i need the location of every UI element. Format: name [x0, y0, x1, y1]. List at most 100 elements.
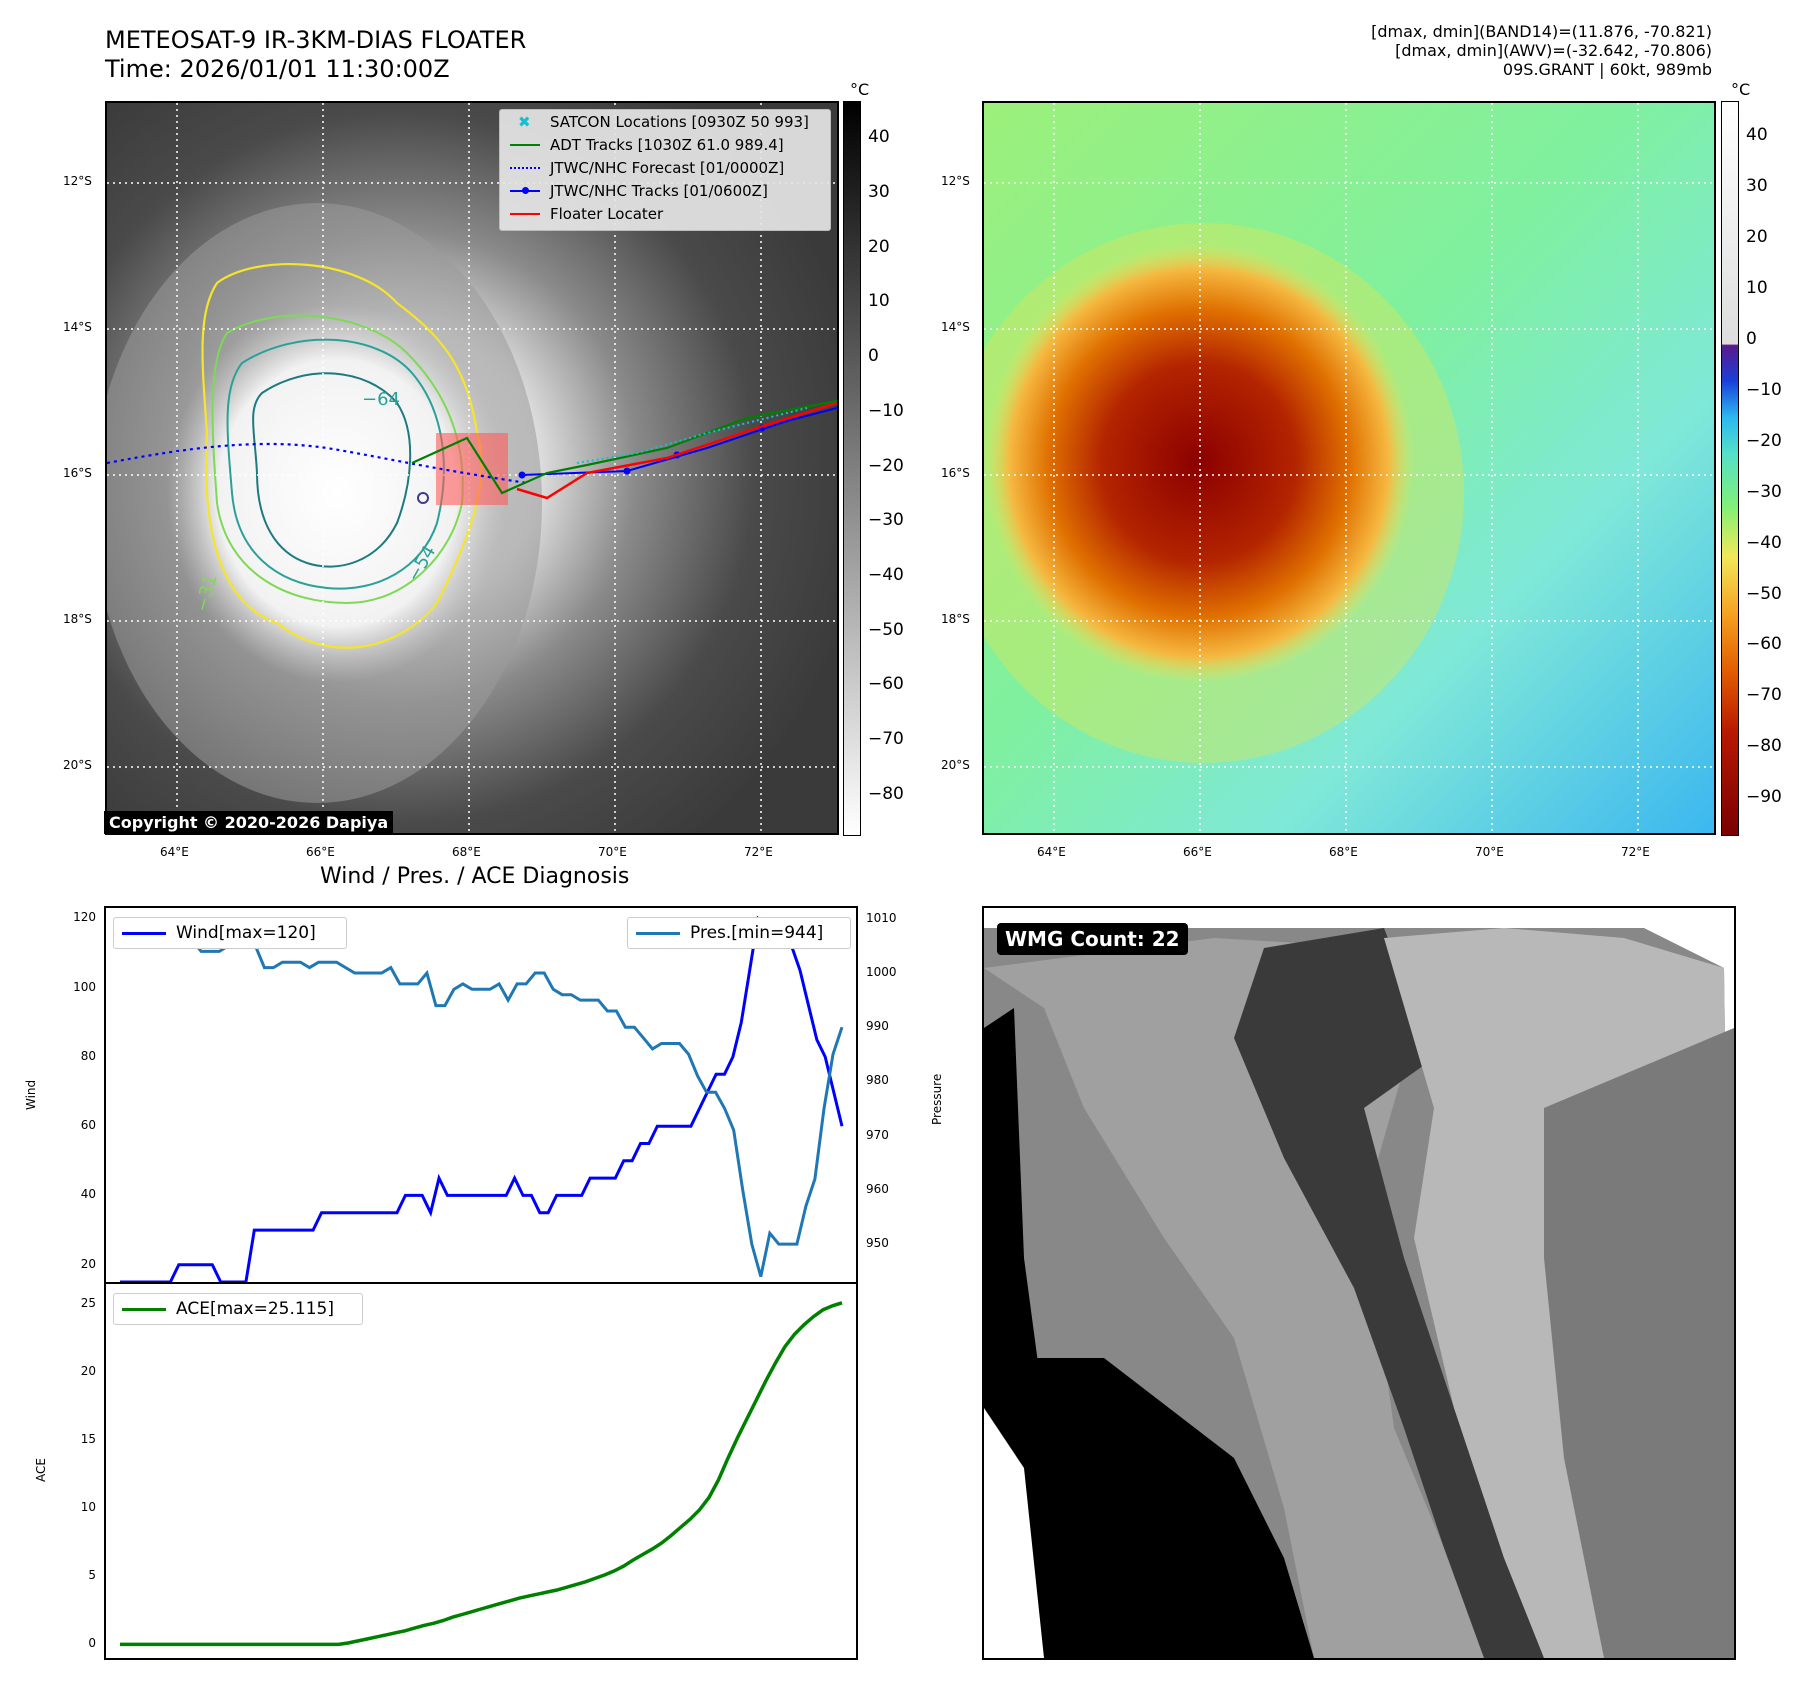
y-tick-label: 20 — [80, 1364, 96, 1379]
wind-pres-panel — [104, 906, 858, 1284]
colorbar-tick: 40 — [868, 127, 890, 148]
colorbar-tick: 0 — [868, 346, 879, 367]
y-tick-label: 990 — [866, 1019, 889, 1034]
y-tick-label: 40 — [80, 1187, 96, 1202]
colorbar-tick: −80 — [868, 783, 904, 804]
convection-core — [984, 243, 1414, 683]
colorbar-tick: −30 — [868, 510, 904, 531]
colorbar-tick: −40 — [868, 564, 904, 585]
colorbar-tick: −40 — [1746, 532, 1782, 553]
lat-tick: 16°S — [63, 466, 92, 480]
copyright-label: Copyright © 2020-2026 Dapiya — [104, 811, 394, 834]
stats-line-1: [dmax, dmin](BAND14)=(11.876, -70.821) — [1371, 22, 1712, 41]
left-colorbar-unit: °C — [850, 80, 870, 99]
adt-track — [411, 399, 837, 495]
diagnosis-title: Wind / Pres. / ACE Diagnosis — [320, 864, 630, 889]
y-tick-label: 970 — [866, 1127, 889, 1142]
wmg-count-badge: WMG Count: 22 — [997, 923, 1188, 955]
map-title: METEOSAT-9 IR-3KM-DIAS FLOATER Time: 202… — [105, 26, 526, 84]
colorbar-tick: 20 — [868, 236, 890, 257]
awv-grid — [984, 103, 1714, 833]
colorbar-tick: −60 — [868, 674, 904, 695]
ace-svg — [120, 1301, 843, 1647]
colorbar-tick: −20 — [868, 455, 904, 476]
lat-tick: 14°S — [63, 320, 92, 334]
colorbar-tick: −50 — [868, 619, 904, 640]
colorbar-tick: 30 — [1746, 176, 1768, 197]
awv-map-panel — [982, 101, 1716, 835]
contour-label-1: −64 — [362, 389, 400, 410]
microwave-svg — [984, 908, 1734, 1658]
title-line-2: Time: 2026/01/01 11:30:00Z — [105, 55, 450, 83]
y-tick-label: 10 — [80, 1500, 96, 1515]
lat-tick: 20°S — [63, 758, 92, 772]
lat-tick: 16°S — [941, 466, 970, 480]
ace-axis-label: ACE — [34, 1458, 48, 1482]
lon-tick: 72°E — [1621, 845, 1650, 859]
map-legend: ✖ SATCON Locations [0930Z 50 993] ADT Tra… — [499, 109, 831, 231]
pressure-series-line — [120, 928, 844, 1278]
lon-tick: 70°E — [1475, 845, 1504, 859]
y-tick-label: 25 — [80, 1296, 96, 1311]
ace-panel — [104, 1282, 858, 1660]
lon-tick: 64°E — [1037, 845, 1066, 859]
ace-legend: ACE[max=25.115] — [113, 1293, 363, 1325]
colorbar-tick: −20 — [1746, 430, 1782, 451]
lat-tick: 18°S — [941, 612, 970, 626]
y-tick-label: 0 — [88, 1636, 96, 1651]
colorbar-tick: 20 — [1746, 227, 1768, 248]
wind-pres-svg — [120, 915, 844, 1282]
lat-tick: 20°S — [941, 758, 970, 772]
forecast-track — [107, 442, 528, 485]
pressure-axis-label: Pressure — [930, 1073, 944, 1125]
storm-center-marker — [417, 492, 429, 504]
lon-tick: 68°E — [452, 845, 481, 859]
wind-legend: Wind[max=120] — [113, 917, 347, 949]
lat-tick: 14°S — [941, 320, 970, 334]
colorbar-tick: −70 — [868, 729, 904, 750]
lon-tick: 66°E — [1183, 845, 1212, 859]
y-tick-label: 20 — [80, 1256, 96, 1271]
lat-tick: 18°S — [63, 612, 92, 626]
microwave-panel — [982, 906, 1736, 1660]
colorbar-tick: 10 — [1746, 278, 1768, 299]
lat-tick: 12°S — [941, 174, 970, 188]
wind-series-line — [120, 915, 844, 1282]
lon-tick: 66°E — [306, 845, 335, 859]
pres-legend: Pres.[min=944] — [627, 917, 851, 949]
colorbar-tick: 10 — [868, 291, 890, 312]
awv-map-svg — [984, 103, 1714, 833]
contour-yellow — [201, 263, 483, 649]
wind-axis-label: Wind — [24, 1079, 38, 1110]
y-tick-label: 980 — [866, 1073, 889, 1088]
lon-tick: 70°E — [598, 845, 627, 859]
colorbar-tick: 30 — [868, 182, 890, 203]
ir-map-panel: −64 −54 −31 — [105, 101, 839, 835]
y-tick-label: 80 — [80, 1048, 96, 1063]
contour-inner — [252, 372, 412, 568]
colorbar-tick: −90 — [1746, 787, 1782, 808]
lat-tick: 12°S — [63, 174, 92, 188]
y-tick-label: 950 — [866, 1236, 889, 1251]
contour-teal — [226, 338, 445, 590]
right-colorbar-unit: °C — [1731, 80, 1751, 99]
colorbar-tick: −10 — [868, 400, 904, 421]
y-tick-label: 15 — [80, 1432, 96, 1447]
stats-line-2: [dmax, dmin](AWV)=(-32.642, -70.806) — [1395, 41, 1712, 60]
colorbar-tick: −30 — [1746, 481, 1782, 502]
floater-track — [516, 401, 837, 500]
lon-tick: 68°E — [1329, 845, 1358, 859]
colorbar-tick: −60 — [1746, 634, 1782, 655]
colorbar-tick: −70 — [1746, 685, 1782, 706]
y-tick-label: 1000 — [866, 965, 897, 980]
y-tick-label: 100 — [73, 979, 96, 994]
colorbar-tick: −50 — [1746, 583, 1782, 604]
colorbar-tick: 0 — [1746, 329, 1757, 350]
storm-info: 09S.GRANT | 60kt, 989mb — [1502, 60, 1712, 79]
contour-lightgreen — [211, 314, 464, 605]
title-line-1: METEOSAT-9 IR-3KM-DIAS FLOATER — [105, 26, 527, 54]
y-tick-label: 60 — [80, 1118, 96, 1133]
dark-band — [1234, 928, 1544, 1658]
lon-tick: 72°E — [744, 845, 773, 859]
ir-map-svg: −64 −54 −31 — [107, 103, 837, 833]
